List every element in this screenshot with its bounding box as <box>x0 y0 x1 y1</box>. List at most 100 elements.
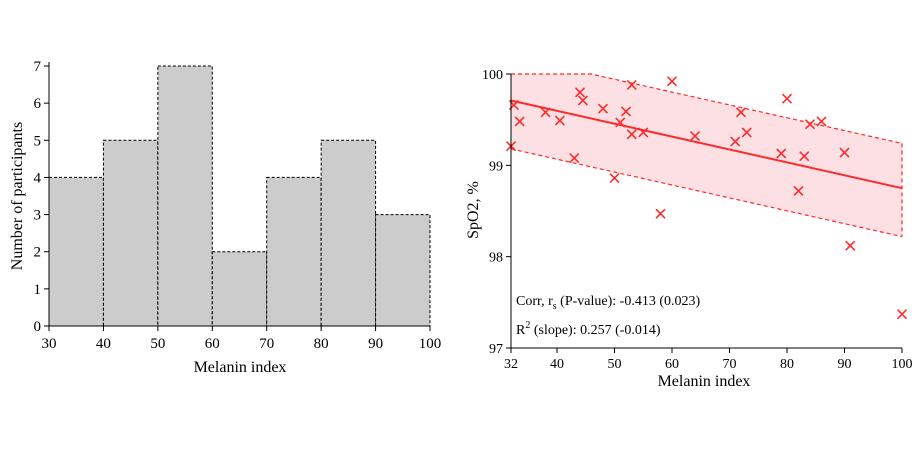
histogram-y-ticks: 0 1 2 3 4 5 6 7 <box>34 59 49 335</box>
confidence-band-upper <box>511 73 903 144</box>
scatter-point-stroke <box>741 127 752 138</box>
histogram-y-tick-label: 2 <box>34 245 42 261</box>
histogram-x-tick-label: 70 <box>259 336 274 352</box>
histogram-x-axis-title: Melanin index <box>194 359 287 376</box>
scatter-point <box>615 117 626 128</box>
scatter-point-stroke <box>638 127 649 138</box>
regression-line <box>510 99 903 190</box>
scatter-axes <box>510 74 902 349</box>
scatter-x-tick-label: 50 <box>608 357 622 372</box>
scatter-point-stroke <box>615 117 626 128</box>
confidence-band-fill <box>511 74 902 237</box>
scatter-x-tick-label: 60 <box>665 357 679 372</box>
histogram-x-ticks: 30 40 50 60 70 80 90 100 <box>42 326 442 352</box>
scatter-point <box>689 131 701 142</box>
scatter-point <box>799 151 810 162</box>
scatter-point <box>655 208 666 219</box>
scatter-point <box>540 107 551 118</box>
scatter-point-stroke <box>804 119 816 130</box>
scatter-point <box>597 103 609 114</box>
scatter-point <box>626 79 637 91</box>
scatter-point-stroke <box>896 309 908 320</box>
histogram-bar <box>157 65 213 327</box>
scatter-point-stroke <box>554 115 565 126</box>
histogram-x-tick-label: 80 <box>314 336 329 352</box>
scatter-x-ticks: 32 40 50 60 70 80 90 100 <box>504 348 913 372</box>
scatter-x-tick-label: 32 <box>504 357 518 372</box>
r-squared-annotation: R2 (slope): 0.257 (-0.014) <box>516 320 661 338</box>
scatter-point-stroke <box>609 173 620 184</box>
confidence-band-lower <box>510 148 903 238</box>
scatter-point-stroke <box>776 148 787 159</box>
scatter-point-stroke <box>816 116 827 127</box>
scatter-x-tick-label: 100 <box>892 357 913 372</box>
scatter-point-stroke <box>839 147 850 158</box>
scatter-points <box>505 76 908 320</box>
scatter-point <box>804 119 816 130</box>
corr-subscript: s <box>553 301 557 312</box>
histogram-x-tick-label: 100 <box>419 336 442 352</box>
scatter-point-stroke <box>793 185 804 196</box>
scatter-point-stroke <box>799 151 810 162</box>
scatter-point <box>735 107 747 118</box>
histogram-y-axis-title: Number of participants <box>9 122 26 270</box>
scatter-point <box>896 309 908 320</box>
histogram-bar <box>266 176 322 327</box>
scatter-point <box>845 240 856 251</box>
scatter-point-stroke <box>626 129 637 140</box>
scatter-point <box>609 173 620 184</box>
histogram-bar <box>211 251 268 327</box>
scatter-point-stroke <box>574 87 586 98</box>
confidence-band <box>510 73 903 238</box>
scatter-point-stroke <box>597 103 609 114</box>
scatter-point <box>620 106 632 117</box>
correlation-annotation: Corr, rs (P-value): -0.413 (0.023) <box>516 294 700 312</box>
scatter-point <box>514 116 525 127</box>
scatter-point-stroke <box>514 116 525 127</box>
histogram-x-tick-label: 40 <box>96 336 111 352</box>
scatter-point-stroke <box>689 131 701 142</box>
scatter-x-tick-label: 90 <box>838 357 852 372</box>
scatter-point <box>730 136 741 147</box>
scatter-y-axis-title: SpO2, % <box>465 181 482 239</box>
histogram-y-tick-label: 7 <box>34 59 42 75</box>
scatter-point-stroke <box>730 136 741 147</box>
histogram-x-tick-label: 50 <box>150 336 165 352</box>
scatter-point <box>569 152 580 164</box>
scatter-point-stroke <box>626 79 637 91</box>
scatter-point <box>554 115 565 126</box>
scatter-point <box>781 93 793 104</box>
histogram-x-tick-label: 30 <box>42 336 57 352</box>
histogram-bar <box>48 176 104 327</box>
scatter-point <box>638 127 649 138</box>
scatter-y-tick-label: 100 <box>482 68 503 83</box>
histogram-y-tick-label: 1 <box>34 282 42 298</box>
histogram-y-tick-label: 4 <box>34 170 42 186</box>
histogram-bar <box>320 139 377 327</box>
histogram-y-tick-label: 5 <box>34 133 42 149</box>
histogram-bar <box>102 139 159 327</box>
histogram-axes <box>48 62 430 327</box>
histogram-x-tick-label: 60 <box>205 336 220 352</box>
histogram-chart: 30 40 50 60 70 80 90 100 0 1 2 3 4 5 6 7 Melanin index… <box>9 59 441 376</box>
scatter-point <box>626 129 637 140</box>
histogram-y-tick-label: 6 <box>34 96 42 112</box>
histogram-x-tick-label: 90 <box>368 336 383 352</box>
scatter-point-stroke <box>577 95 588 106</box>
histogram-y-tick-label: 0 <box>34 319 42 335</box>
scatter-point <box>577 95 588 106</box>
histogram-bars <box>48 65 431 327</box>
corr-prefix: Corr, r <box>516 294 553 309</box>
scatter-point <box>839 147 850 158</box>
scatter-x-tick-label: 40 <box>550 357 564 372</box>
scatter-point-stroke <box>540 107 551 118</box>
scatter-point <box>776 148 787 159</box>
r2-superscript: 2 <box>525 320 530 331</box>
scatter-y-tick-label: 97 <box>489 342 503 357</box>
scatter-x-tick-label: 70 <box>723 357 737 372</box>
scatter-chart: 32 40 50 60 70 80 90 100 97 98 99 100 Melanin inde… <box>465 68 913 390</box>
scatter-point-stroke <box>569 152 580 164</box>
r2-prefix: R <box>516 323 526 338</box>
histogram-bar <box>375 214 431 327</box>
